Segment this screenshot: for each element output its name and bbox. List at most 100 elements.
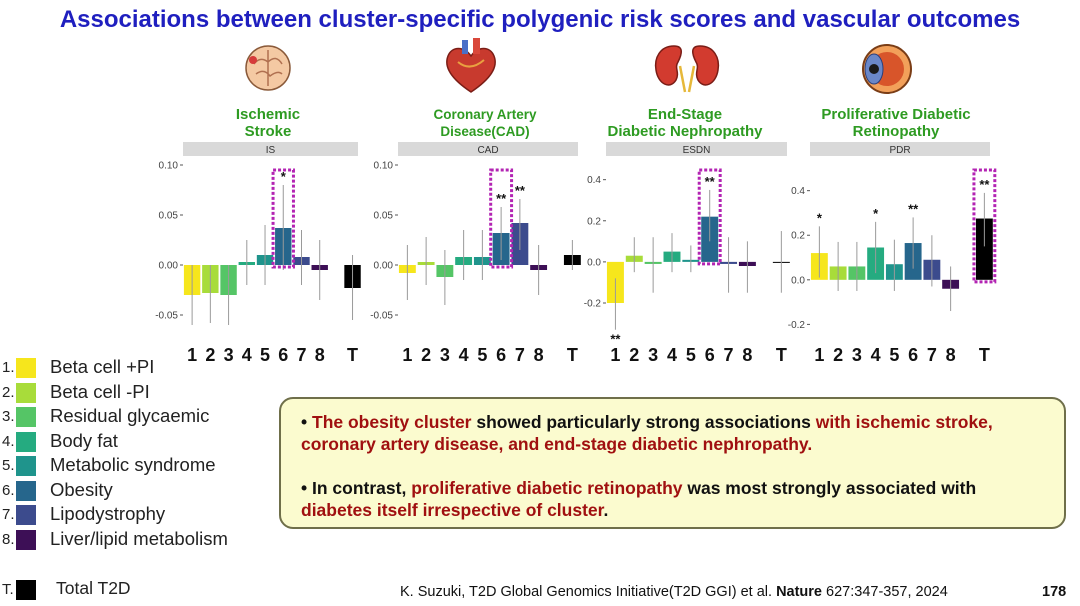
x-tick-label: 2	[833, 345, 843, 365]
legend-swatch	[16, 530, 36, 550]
facet-strip	[606, 142, 787, 156]
x-tick-label: 6	[908, 345, 918, 365]
chart-panel-cad: CAD -0.05 0.00 0.05 0.10 1 2 3 4 5 ** 6 ** 7 8 T	[370, 142, 581, 365]
facet-strip	[810, 142, 990, 156]
legend-swatch	[16, 407, 36, 427]
citation-journal: Nature	[776, 584, 822, 600]
y-tick-label: 0.05	[374, 211, 394, 222]
body-text: was most strongly associated with	[682, 478, 977, 498]
facet-label: ESDN	[683, 145, 711, 156]
x-tick-label: 7	[515, 345, 525, 365]
y-tick-label: 0.05	[159, 211, 179, 222]
highlight-text: The obesity cluster	[312, 412, 472, 432]
x-tick-label: T	[347, 345, 358, 365]
panel-title-pdr: Proliferative Diabetic Retinopathy	[796, 106, 996, 140]
bullet-marker: •	[301, 412, 312, 432]
legend-label: Lipodystrophy	[50, 503, 166, 524]
legend-swatch	[16, 383, 36, 403]
x-tick-label: 3	[440, 345, 450, 365]
legend-swatch	[16, 505, 36, 525]
panel-title-line2: Disease(CAD)	[440, 124, 530, 139]
citation-ref: 627:347-357, 2024	[822, 584, 948, 600]
legend-swatch	[16, 456, 36, 476]
legend-label: Metabolic syndrome	[50, 454, 216, 475]
legend-number: 3.	[2, 408, 15, 425]
highlight-text: with ischemic stroke, coronary artery di…	[301, 412, 993, 454]
legend-label: Total T2D	[56, 578, 131, 598]
eye-icon	[862, 44, 912, 94]
page-number: 178	[1042, 584, 1067, 600]
x-tick-label: 1	[187, 345, 197, 365]
x-tick-label: 2	[205, 345, 215, 365]
legend-number: T.	[2, 581, 14, 598]
x-tick-label: 1	[402, 345, 412, 365]
significance-label: *	[281, 169, 287, 184]
highlight-box	[972, 168, 997, 284]
x-tick-label: 2	[421, 345, 431, 365]
panel-title-line1: Coronary Artery	[433, 107, 537, 122]
panel-title-cad: Coronary Artery Disease(CAD)	[405, 106, 565, 140]
y-tick-label: 0.0	[791, 275, 805, 286]
chart-panel-esdn: ESDN-0.20.00.20.4**1 2 3 4 5**6 7 8 T	[584, 142, 790, 365]
summary-bullet-2: • In contrast, proliferative diabetic re…	[301, 477, 1051, 521]
legend-number: 6.	[2, 482, 15, 499]
highlight-text: proliferative diabetic retinopathy	[411, 478, 683, 498]
bullet-marker: •	[301, 478, 312, 498]
significance-label: **	[705, 174, 716, 189]
y-tick-label: -0.05	[155, 311, 178, 322]
body-text: .	[603, 500, 609, 520]
y-tick-label: -0.2	[788, 320, 806, 331]
panel-title-line2: Retinopathy	[852, 123, 940, 140]
panel-title-line1: End-Stage	[647, 106, 723, 123]
slide-title: Associations between cluster-specific po…	[59, 6, 1021, 33]
bar	[975, 218, 993, 280]
legend-label: Obesity	[50, 479, 113, 500]
legend-label: Residual glycaemic	[50, 405, 210, 426]
significance-label: **	[496, 191, 507, 206]
panel-title-line1: Ischemic	[235, 106, 301, 123]
legend-swatch	[16, 481, 36, 501]
x-tick-label: 4	[242, 345, 252, 365]
summary-callout: • The obesity cluster showed particularl…	[279, 397, 1066, 529]
x-tick-label: 5	[889, 345, 899, 365]
y-tick-label: 0.00	[159, 261, 179, 272]
significance-label: **	[979, 177, 990, 192]
y-tick-label: 0.10	[159, 161, 179, 172]
x-tick-label: T	[979, 345, 990, 365]
legend-number: 7.	[2, 506, 15, 523]
y-tick-label: -0.2	[584, 299, 602, 310]
facet-label: PDR	[889, 145, 910, 156]
x-tick-label: 8	[315, 345, 325, 365]
legend-label: Beta cell -PI	[50, 381, 150, 402]
significance-label: **	[515, 183, 526, 198]
panel-title-is: Ischemic Stroke	[198, 106, 338, 140]
x-tick-label: 5	[686, 345, 696, 365]
x-tick-label: 8	[742, 345, 752, 365]
legend-number: 8.	[2, 531, 15, 548]
x-tick-label: 5	[260, 345, 270, 365]
summary-bullet-1: • The obesity cluster showed particularl…	[301, 411, 1051, 455]
x-tick-label: 3	[224, 345, 234, 365]
legend-number: 1.	[2, 359, 15, 376]
legend-number: 2.	[2, 384, 15, 401]
heart-icon	[446, 38, 496, 93]
x-tick-label: T	[567, 345, 578, 365]
x-tick-label: T	[776, 345, 787, 365]
legend-label: Liver/lipid metabolism	[50, 528, 228, 549]
legend-label: Body fat	[50, 430, 118, 451]
highlight-text: diabetes itself irrespective of cluster	[301, 500, 604, 520]
significance-label: *	[817, 210, 823, 225]
citation-authors: K. Suzuki, T2D Global Genomics Initiativ…	[400, 584, 777, 600]
facet-label: CAD	[477, 145, 498, 156]
chart-panel-pdr: PDR -0.2 0.0 0.2 0.4 * 1 2 3 * 4 5 ** 6 7 8 ** T	[788, 142, 997, 365]
x-tick-label: 6	[705, 345, 715, 365]
significance-label: *	[873, 206, 879, 221]
x-tick-label: 2	[629, 345, 639, 365]
legend-swatch	[16, 358, 36, 378]
y-tick-label: 0.0	[587, 257, 601, 268]
facet-label: IS	[266, 145, 276, 156]
y-tick-label: 0.4	[791, 186, 805, 197]
legend-swatch	[16, 580, 36, 600]
significance-label: **	[908, 201, 919, 216]
